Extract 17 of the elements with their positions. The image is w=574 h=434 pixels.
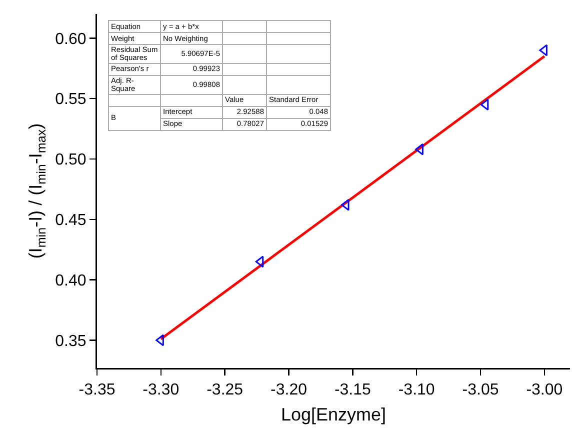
y-tick-label: 0.40 (55, 272, 86, 290)
x-tick-label: -3.20 (270, 382, 308, 399)
x-tick-label: -3.05 (462, 382, 499, 399)
point (480, 98, 489, 111)
y-tick-label: 0.60 (55, 30, 86, 48)
x-tick-label: -3.10 (398, 382, 435, 399)
x-tick-label: -3.35 (78, 382, 116, 399)
x-tick-label: -3.15 (334, 382, 372, 399)
x-axis-title: Log[Enzyme] (280, 404, 386, 425)
y-tick-label: 0.45 (55, 212, 86, 229)
x-tick-label: -3.00 (526, 382, 563, 399)
x-tick-label: -3.25 (206, 382, 244, 399)
y-tick-label: 0.50 (55, 152, 86, 169)
point (255, 256, 264, 268)
x-tick-label: -3.30 (142, 382, 180, 399)
y-tick-label: 0.35 (55, 332, 86, 350)
y-tick-label: 0.55 (55, 91, 86, 108)
